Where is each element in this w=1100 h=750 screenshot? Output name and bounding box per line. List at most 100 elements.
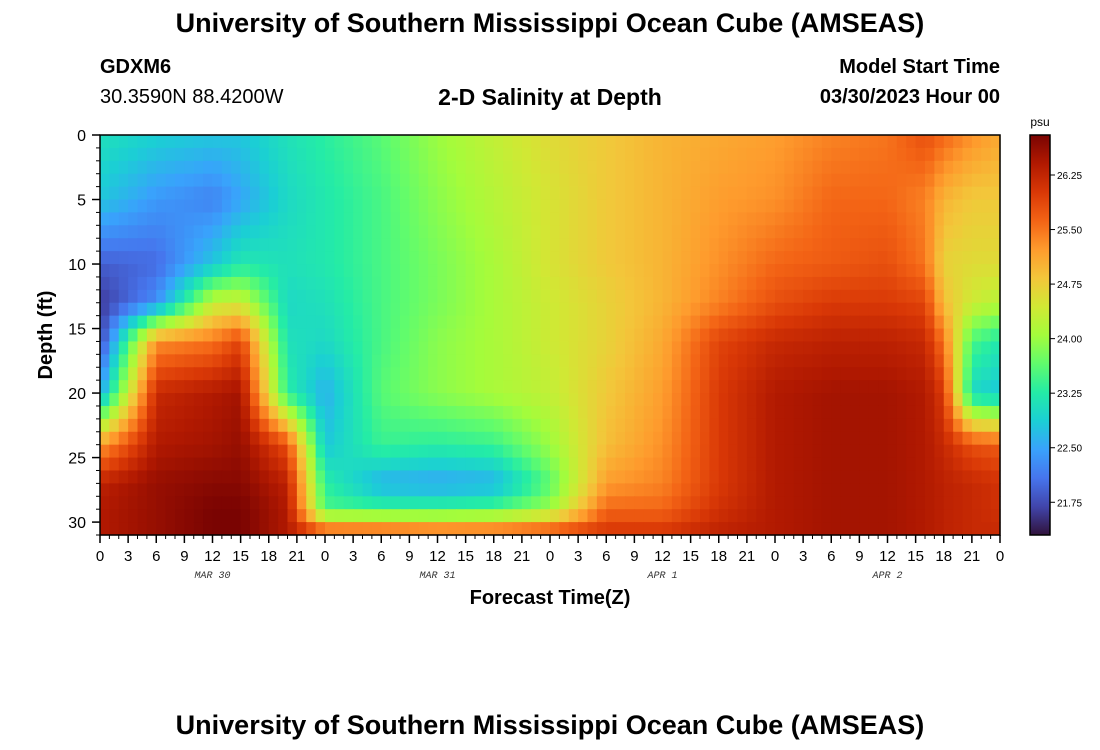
heatmap-cell — [156, 186, 167, 201]
heatmap-cell — [296, 289, 307, 304]
heatmap-cell — [709, 251, 720, 265]
heatmap-cell — [859, 173, 870, 188]
heatmap-cell — [653, 483, 664, 497]
heatmap-cell — [606, 225, 617, 239]
heatmap-cell — [671, 328, 682, 343]
x-tick-label: 18 — [260, 548, 277, 565]
heatmap-cell — [128, 212, 139, 226]
heatmap-cell — [203, 522, 214, 536]
heatmap-cell — [475, 496, 485, 510]
heatmap-cell — [718, 160, 729, 175]
heatmap-cell — [334, 212, 345, 226]
heatmap-cell — [934, 328, 945, 343]
heatmap-cell — [990, 225, 1001, 239]
heatmap-cell — [109, 147, 120, 162]
heatmap-cell — [493, 457, 504, 472]
heatmap-cell — [690, 212, 701, 226]
heatmap-cell — [878, 173, 889, 188]
heatmap-cell — [934, 470, 945, 484]
heatmap-cell — [653, 496, 664, 510]
heatmap-cell — [850, 354, 860, 368]
heatmap-cell — [746, 405, 757, 420]
heatmap-cell — [831, 380, 842, 394]
heatmap-cell — [156, 457, 167, 472]
heatmap-cell — [409, 238, 420, 252]
heatmap-cell — [390, 135, 401, 149]
heatmap-cell — [353, 457, 364, 472]
heatmap-cell — [428, 147, 439, 162]
heatmap-cell — [671, 457, 682, 472]
heatmap-cell — [418, 276, 429, 291]
heatmap-cell — [784, 496, 795, 510]
heatmap-cell — [437, 186, 448, 201]
heatmap-cell — [578, 393, 589, 407]
heatmap-cell — [868, 522, 879, 536]
heatmap-cell — [775, 160, 785, 175]
heatmap-cell — [531, 328, 542, 343]
heatmap-cell — [878, 328, 889, 343]
heatmap-cell — [634, 418, 645, 433]
heatmap-cell — [362, 522, 373, 536]
heatmap-cell — [765, 199, 776, 214]
heatmap-cell — [400, 289, 410, 304]
heatmap-cell — [896, 135, 907, 149]
heatmap-cell — [934, 380, 945, 394]
heatmap-cell — [240, 405, 251, 420]
heatmap-cell — [137, 276, 148, 291]
heatmap-cell — [137, 135, 148, 149]
heatmap-cell — [793, 354, 804, 368]
heatmap-cell — [746, 328, 757, 343]
heatmap-cell — [484, 393, 495, 407]
heatmap-cell — [803, 135, 814, 149]
heatmap-cell — [578, 367, 589, 381]
heatmap-cell — [390, 418, 401, 433]
heatmap-cell — [259, 496, 270, 510]
heatmap-cell — [793, 238, 804, 252]
heatmap-cell — [962, 431, 973, 446]
heatmap-cell — [550, 186, 560, 201]
heatmap-cell — [446, 393, 457, 407]
heatmap-cell — [484, 367, 495, 381]
heatmap-cell — [971, 405, 982, 420]
heatmap-cell — [700, 238, 710, 252]
heatmap-cell — [578, 302, 589, 317]
heatmap-cell — [268, 328, 279, 343]
heatmap-cell — [859, 302, 870, 317]
heatmap-cell — [925, 238, 935, 252]
heatmap-cell — [146, 367, 157, 381]
heatmap-cell — [512, 418, 523, 433]
heatmap-cell — [859, 496, 870, 510]
heatmap-cell — [381, 496, 392, 510]
heatmap-cell — [428, 186, 439, 201]
heatmap-cell — [878, 354, 889, 368]
heatmap-cell — [812, 289, 823, 304]
heatmap-cell — [250, 341, 260, 355]
heatmap-cell — [231, 522, 242, 536]
heatmap-cell — [596, 251, 607, 265]
heatmap-cell — [137, 173, 148, 188]
heatmap-cell — [896, 225, 907, 239]
heatmap-cell — [146, 483, 157, 497]
heatmap-cell — [700, 315, 710, 330]
heatmap-cell — [943, 173, 954, 188]
heatmap-cell — [850, 457, 860, 472]
heatmap-cell — [212, 444, 223, 459]
heatmap-cell — [737, 135, 748, 149]
heatmap-cell — [175, 199, 185, 214]
heatmap-cell — [568, 341, 579, 355]
heatmap-cell — [156, 289, 167, 304]
heatmap-cell — [456, 212, 467, 226]
heatmap-cell — [775, 264, 785, 278]
heatmap-cell — [325, 147, 335, 162]
heatmap-cell — [737, 199, 748, 214]
heatmap-cell — [165, 276, 176, 291]
heatmap-cell — [971, 367, 982, 381]
heatmap-cell — [259, 509, 270, 523]
heatmap-cell — [709, 522, 720, 536]
heatmap-cell — [868, 238, 879, 252]
heatmap-cell — [690, 457, 701, 472]
heatmap-cell — [906, 354, 917, 368]
heatmap-cell — [550, 225, 560, 239]
heatmap-cell — [690, 496, 701, 510]
heatmap-cell — [850, 509, 860, 523]
